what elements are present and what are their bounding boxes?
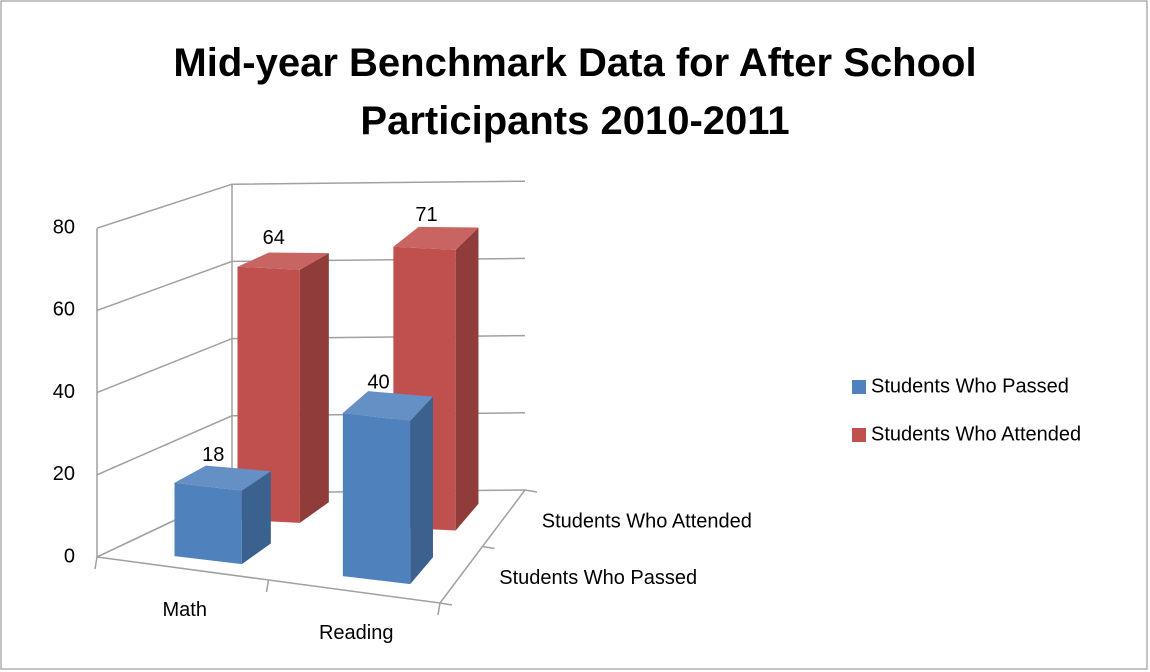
- bar-top: [237, 252, 329, 270]
- z-tick: [482, 545, 495, 550]
- chart-title: Mid-year Benchmark Data for After School…: [173, 41, 977, 143]
- bar-top: [342, 391, 433, 421]
- y-tick-label: 80: [53, 216, 75, 238]
- grid-line: [96, 180, 526, 229]
- y-tick-label: 40: [53, 381, 75, 403]
- bar-front: [237, 266, 300, 523]
- bar: [237, 252, 329, 523]
- bar: [174, 465, 271, 565]
- x-tick: [437, 602, 441, 616]
- y-tick-label: 60: [53, 299, 75, 321]
- z-tick-label: Students Who Attended: [542, 511, 752, 533]
- legend-swatch: [852, 428, 866, 442]
- bar-side: [410, 396, 433, 585]
- bar-side: [455, 227, 479, 531]
- bar-front: [342, 412, 411, 585]
- legend-label: Students Who Attended: [871, 423, 1081, 445]
- x-tick-label: Reading: [319, 622, 394, 644]
- value-label: 64: [263, 227, 285, 249]
- value-label: 71: [415, 204, 437, 226]
- bar-side: [299, 253, 329, 523]
- y-tick-label: 20: [53, 463, 75, 485]
- legend-swatch: [852, 380, 866, 394]
- value-label: 18: [202, 444, 224, 466]
- z-tick-label: Students Who Passed: [499, 567, 697, 589]
- x-tick: [94, 556, 98, 570]
- bar: [342, 391, 433, 585]
- x-tick-label: Math: [163, 599, 207, 621]
- bar-front: [174, 482, 242, 565]
- bar-top: [393, 226, 479, 250]
- z-tick: [524, 489, 538, 493]
- value-label: 40: [367, 372, 389, 394]
- x-tick: [265, 579, 270, 593]
- legend-label: Students Who Passed: [871, 375, 1069, 397]
- z-tick: [439, 602, 453, 606]
- bar-top: [174, 465, 271, 491]
- bar-side: [241, 471, 271, 565]
- y-tick-label: 0: [64, 545, 75, 567]
